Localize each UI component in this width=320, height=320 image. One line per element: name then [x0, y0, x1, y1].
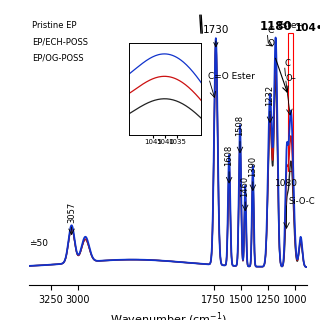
EP/ECH-POSS	[152, 258, 156, 262]
Text: Si-O-C: Si-O-C	[289, 197, 316, 206]
Text: EP/OG-POSS: EP/OG-POSS	[32, 54, 84, 63]
Pristine EP	[94, 259, 98, 263]
Text: Este→: Este→	[277, 21, 304, 30]
EP/OG-POSS	[132, 258, 136, 261]
Text: Pristine EP: Pristine EP	[32, 21, 76, 30]
Text: 3057: 3057	[67, 202, 76, 223]
Pristine EP	[93, 258, 97, 262]
Pristine EP	[152, 258, 156, 262]
Text: C=O Ester: C=O Ester	[208, 72, 255, 81]
EP/OG-POSS	[93, 258, 97, 262]
EP/ECH-POSS	[27, 264, 31, 268]
EP/OG-POSS	[305, 265, 309, 269]
Line: Pristine EP: Pristine EP	[29, 43, 307, 267]
EP/OG-POSS	[274, 36, 277, 39]
Line: EP/ECH-POSS: EP/ECH-POSS	[29, 43, 307, 267]
Text: C: C	[284, 59, 291, 68]
Text: O: O	[268, 38, 275, 48]
EP/ECH-POSS	[305, 265, 309, 269]
Text: C: C	[267, 26, 273, 35]
Line: EP/OG-POSS: EP/OG-POSS	[29, 37, 307, 267]
Pristine EP	[27, 264, 31, 268]
Text: 1730: 1730	[203, 26, 229, 47]
Pristine EP	[305, 265, 309, 269]
EP/OG-POSS	[94, 259, 98, 263]
EP/ECH-POSS	[303, 264, 307, 268]
Pristine EP	[92, 257, 95, 261]
Bar	[288, 33, 293, 172]
Text: 1080: 1080	[275, 179, 298, 188]
Text: O–: O–	[285, 74, 296, 83]
EP/OG-POSS	[152, 258, 156, 262]
EP/ECH-POSS	[92, 257, 95, 261]
Pristine EP	[214, 41, 218, 45]
X-axis label: Wavenumber (cm$^{-1}$): Wavenumber (cm$^{-1}$)	[109, 310, 227, 320]
EP/ECH-POSS	[94, 259, 98, 263]
Text: EP/ECH-POSS: EP/ECH-POSS	[32, 37, 88, 46]
EP/OG-POSS	[27, 264, 31, 268]
Text: ≐50: ≐50	[29, 239, 48, 248]
Text: 1232: 1232	[265, 85, 274, 106]
Text: 1460: 1460	[241, 176, 250, 197]
Pristine EP	[132, 258, 136, 261]
Text: 1390: 1390	[248, 156, 257, 177]
EP/ECH-POSS	[132, 258, 136, 261]
Text: 104•: 104•	[295, 23, 320, 33]
Text: 1508: 1508	[235, 115, 244, 136]
EP/ECH-POSS	[214, 41, 218, 45]
Text: 1180: 1180	[260, 20, 292, 33]
EP/ECH-POSS	[93, 258, 97, 262]
Pristine EP	[303, 264, 307, 268]
EP/OG-POSS	[303, 264, 307, 268]
EP/OG-POSS	[92, 257, 95, 260]
Text: 1608: 1608	[224, 145, 233, 166]
